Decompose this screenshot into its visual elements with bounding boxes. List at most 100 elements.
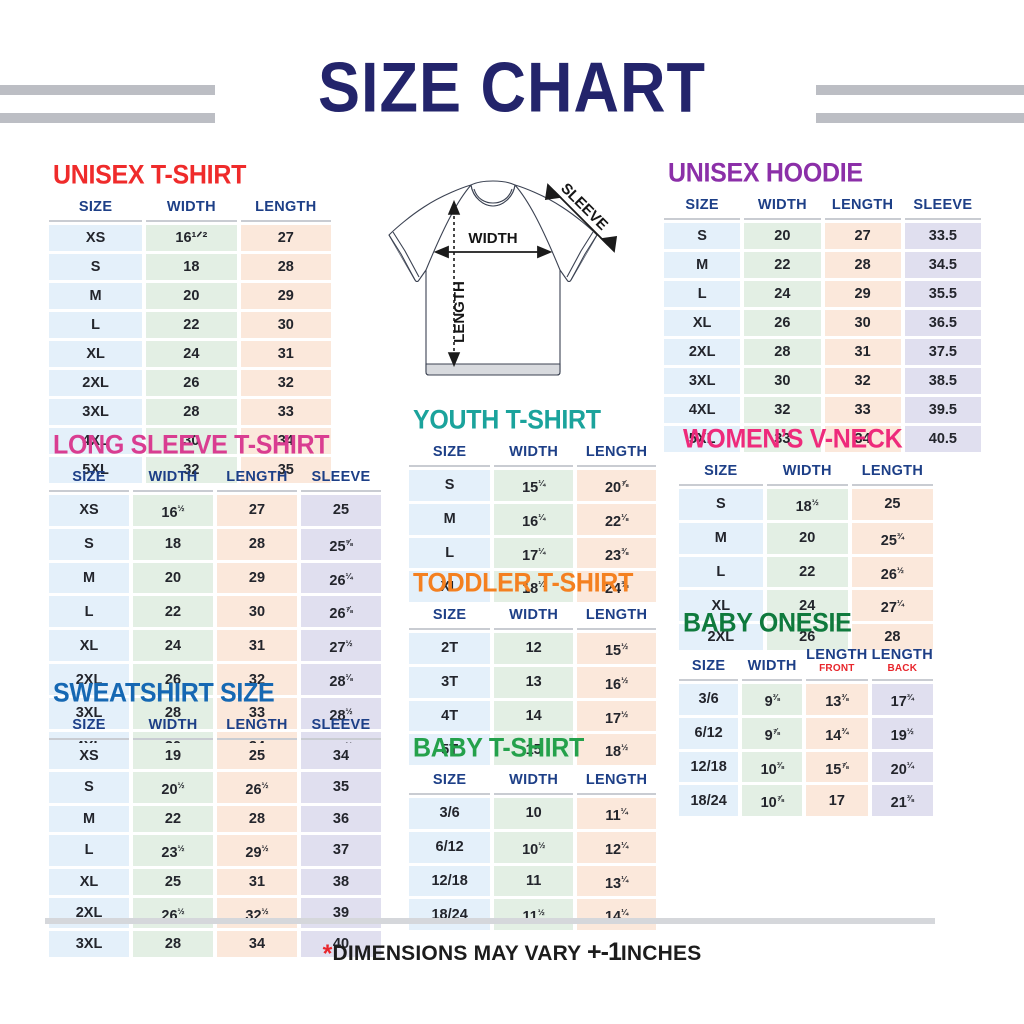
cell-size: 5XL: [49, 457, 143, 483]
table-title-toddler: TODDLER T-SHIRT: [413, 568, 634, 598]
cell-size: 3/6: [679, 684, 739, 715]
cell-value: 13: [494, 666, 574, 698]
table-row: M 20 29 26¼: [49, 562, 381, 594]
table-block-youth: YOUTH T-SHIRT SIZE WIDTH LENGTH S 15¼ 20⅞ M 16¼…: [405, 405, 660, 605]
cell-value: 24: [766, 590, 848, 622]
table-row: 5XL 33 34 40.5: [664, 426, 981, 452]
footer-divider: [45, 918, 935, 924]
cell-value: 31: [824, 339, 901, 365]
size-table: SIZE WIDTH LENGTH S 18½ 25 M 20 25¾ L 22 26½ XL 24 27¼…: [675, 459, 937, 653]
cell-value: 12: [494, 633, 574, 664]
table-header-row: SIZE WIDTH LENGTH: [409, 443, 656, 467]
cell-value: 13⅜: [806, 684, 868, 715]
cell-size: S: [49, 528, 129, 560]
cell-size: 3/6: [409, 798, 491, 829]
cell-value: 28: [851, 624, 933, 651]
table-title-long-sleeve: LONG SLEEVE T-SHIRT: [53, 430, 330, 460]
cell-size: L: [664, 281, 741, 307]
size-table: SIZE WIDTH LENGTH S 15¼ 20⅞ M 16¼ 22⅛ L 17¼ 23⅜ XL 18…: [405, 440, 660, 605]
table-row: S 18½ 25: [679, 489, 933, 520]
table-title-onesie: BABY ONESIE: [683, 608, 852, 638]
column-header-length: LENGTH: [217, 468, 297, 492]
cell-size: 18/24: [679, 785, 739, 817]
footer-note: *DIMENSIONS MAY VARY +-1INCHES: [0, 938, 1024, 969]
cell-size: S: [679, 489, 763, 520]
cell-value: 24: [133, 630, 213, 662]
cell-size: 3XL: [664, 368, 741, 394]
cell-value: 27½: [301, 630, 381, 662]
cell-value: 24: [146, 341, 237, 367]
size-table: SIZE WIDTH LENGTH 2T 12 15½ 3T 13 16½ 4T 14 17½ 5T 15…: [405, 603, 660, 768]
column-header-sleeve: SLEEVE: [301, 716, 381, 740]
table-block-toddler: TODDLER T-SHIRT SIZE WIDTH LENGTH 2T 12 15½ 3T…: [405, 568, 660, 768]
diagram-width-label: WIDTH: [468, 230, 517, 247]
table-row: XS 16¹ᐟ² 27: [49, 225, 331, 251]
cell-value: 18¼: [494, 571, 574, 603]
table-row: S 18 28 25⅝: [49, 528, 381, 560]
cell-size: S: [409, 470, 491, 501]
page-header: SIZE CHART: [0, 30, 1024, 126]
cell-size: 2T: [409, 633, 491, 664]
cell-size: XL: [679, 590, 763, 622]
cell-value: 15⅞: [806, 751, 868, 783]
cell-value: 35: [240, 457, 331, 483]
table-row: 3T 13 16½: [409, 666, 656, 698]
table-row: S 15¼ 20⅞: [409, 470, 656, 501]
table-sweatshirt: SIZE WIDTH LENGTH SLEEVE XS 19 25 34 S 20½ 26½ 35 M 2…: [45, 713, 385, 960]
table-row: 12/18 11 13¼: [409, 865, 656, 897]
cell-value: 26: [146, 370, 237, 396]
table-header-row: SIZE WIDTH LENGTH: [679, 462, 933, 486]
header-bar-left-bottom: [0, 113, 215, 123]
cell-value: 17: [806, 785, 868, 817]
cell-value: 33: [824, 397, 901, 423]
cell-value: 16¹ᐟ²: [146, 225, 237, 251]
table-youth: SIZE WIDTH LENGTH S 15¼ 20⅞ M 16¼ 22⅛ L 17¼ 23⅜ XL 18…: [405, 440, 660, 605]
footer-unit: INCHES: [620, 942, 702, 965]
table-baby-tee: SIZE WIDTH LENGTH 3/6 10 11¼ 6/12 10½ 12¼ 12/18 11…: [405, 768, 660, 933]
cell-value: 32: [744, 397, 821, 423]
column-header-size: SIZE: [409, 771, 491, 795]
table-row: 6/12 9⅞ 14¾ 19½: [679, 717, 933, 749]
cell-value: 38: [301, 868, 381, 895]
cell-value: 30: [217, 596, 297, 628]
cell-value: 28: [133, 931, 213, 958]
table-row: XL 24 31: [49, 341, 331, 367]
table-header-row: SIZE WIDTH LENGTH FRONT LENGTH BACK: [679, 646, 933, 681]
column-header-sleeve: SLEEVE: [904, 196, 981, 220]
table-row: 3XL 28 33: [49, 399, 331, 425]
cell-value: 14¼: [577, 899, 656, 931]
cell-value: 36.5: [904, 310, 981, 336]
cell-value: 38.5: [904, 368, 981, 394]
cell-value: 26½: [851, 556, 933, 588]
cell-value: 27: [240, 225, 331, 251]
cell-size: 6/12: [679, 717, 739, 749]
cell-value: 12¼: [577, 831, 656, 863]
cell-value: 34: [301, 743, 381, 769]
table-block-baby-tee: BABY T-SHIRT SIZE WIDTH LENGTH 3/6 10 11¼ 6/12…: [405, 733, 660, 933]
cell-value: 17¼: [494, 537, 574, 569]
cell-value: 17¾: [871, 684, 933, 715]
cell-value: 32: [217, 664, 297, 695]
size-table: SIZE WIDTH LENGTH SLEEVE S 20 27 33.5 M 22 28 34.5 L…: [660, 193, 985, 455]
column-header-width: WIDTH: [766, 462, 848, 486]
cell-size: 5T: [409, 734, 491, 766]
column-header-length: LENGTH: [577, 606, 656, 630]
cell-value: 15½: [577, 633, 656, 664]
cell-value: 25¾: [851, 522, 933, 554]
cell-value: 15¼: [494, 470, 574, 501]
cell-value: 31: [217, 630, 297, 662]
table-row: 2XL 26 32: [49, 370, 331, 396]
cell-value: 28: [217, 528, 297, 560]
table-row: XL 24 27¼: [679, 590, 933, 622]
cell-value: 11¼: [577, 798, 656, 829]
cell-value: 20⅞: [577, 470, 656, 501]
column-subheader: FRONT: [819, 663, 855, 674]
header-bar-left-top: [0, 85, 215, 95]
cell-value: 28: [217, 805, 297, 832]
cell-value: 28⅛: [301, 664, 381, 695]
column-header-length: LENGTH FRONT: [806, 646, 868, 681]
table-block-long-sleeve: LONG SLEEVE T-SHIRT SIZE WIDTH LENGTH SLEEV…: [45, 430, 385, 766]
cell-value: 37.5: [904, 339, 981, 365]
cell-value: 29: [824, 281, 901, 307]
table-block-unisex-tee: UNISEX T-SHIRT SIZE WIDTH LENGTH XS 16¹ᐟ² 27 S…: [45, 160, 335, 486]
